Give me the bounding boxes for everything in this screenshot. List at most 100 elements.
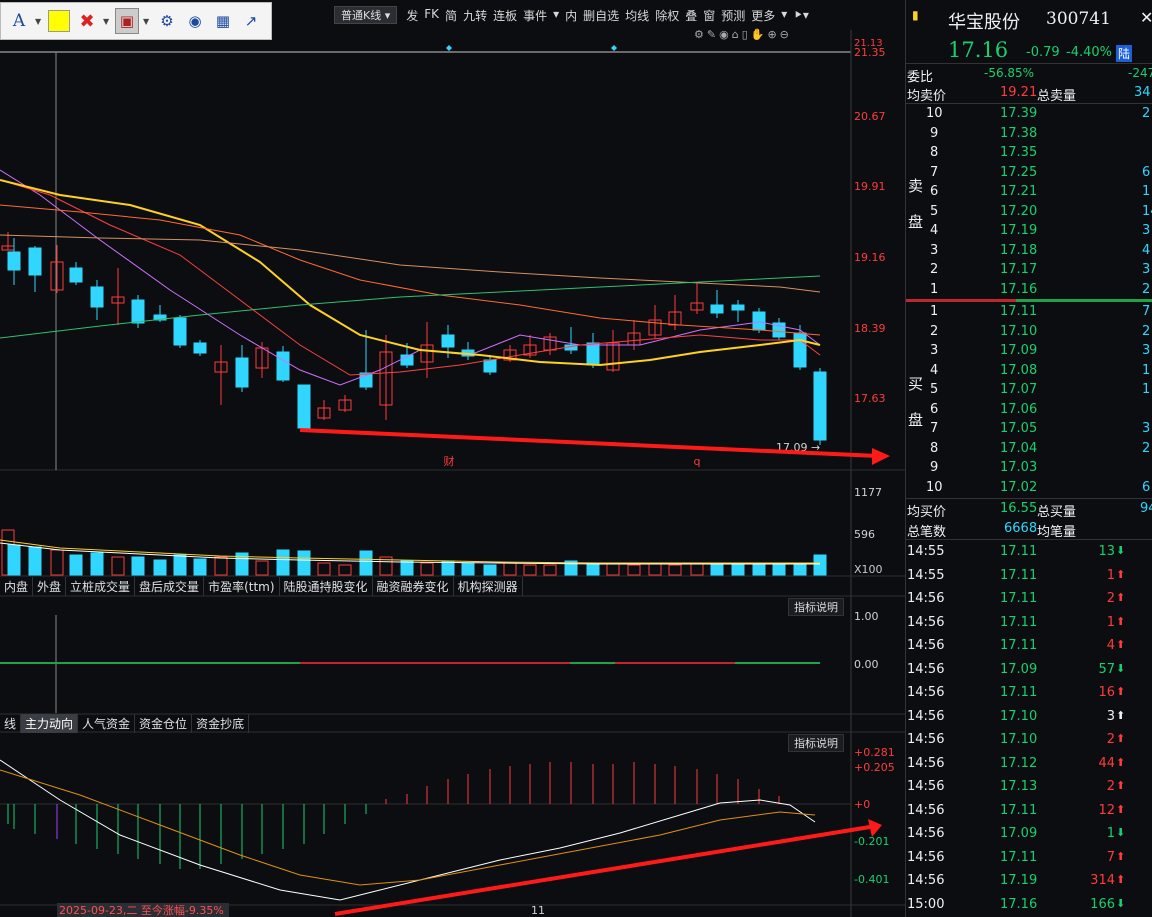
menu-item-6[interactable]: 内 xyxy=(565,8,578,23)
volume-bar xyxy=(111,556,125,576)
chevron-down-icon[interactable]: ▾ xyxy=(553,6,560,21)
tick-row: 14:56 17.11 7 ⬆ xyxy=(906,849,1152,868)
pin-icon[interactable]: ⯈▾ xyxy=(793,7,809,22)
volume-bar xyxy=(214,556,228,576)
menu-item-7[interactable]: 删自选 xyxy=(583,8,620,23)
orderbook-row[interactable]: 3 17.18 4 xyxy=(906,242,1152,261)
tick-price: 17.11 xyxy=(1000,614,1038,630)
kline-chart-area[interactable]: 21.35 20.67 19.91 19.16 18.39 17.63 21.13 财 q 17.… xyxy=(0,0,905,917)
indicator-tab-5[interactable]: 陆股通持股变化 xyxy=(280,577,373,596)
orderbook-row[interactable]: 1 17.11 7 xyxy=(906,303,1152,322)
indicator-tab-0[interactable]: 线 xyxy=(0,714,22,733)
orderbook-row[interactable]: 5 17.07 1 xyxy=(906,381,1152,400)
candle-body xyxy=(523,344,537,356)
close-icon[interactable]: ✖ xyxy=(79,10,95,32)
indicator-tab-6[interactable]: 融资融券变化 xyxy=(373,577,454,596)
orderbook-row[interactable]: 10 17.39 2 xyxy=(906,105,1152,124)
orderbook-row[interactable]: 6 17.21 1 xyxy=(906,183,1152,202)
menu-item-11[interactable]: 窗 xyxy=(703,8,716,23)
menu-item-13[interactable]: 更多 xyxy=(751,8,776,23)
volume: 3 xyxy=(1142,223,1151,238)
indicator-tab-1[interactable]: 外盘 xyxy=(33,577,67,596)
level: 1 xyxy=(930,304,939,319)
orderbook-row[interactable]: 3 17.09 3 xyxy=(906,342,1152,361)
menu-item-1[interactable]: FK xyxy=(424,6,440,21)
candle-body xyxy=(28,247,42,276)
candle-body xyxy=(297,384,311,429)
indicator-tab-1[interactable]: 主力动向 xyxy=(21,714,79,733)
color-swatch[interactable] xyxy=(47,8,71,34)
indicator-help-button-2[interactable]: 指标说明 xyxy=(788,734,844,752)
chevron-down-icon[interactable]: ▼ xyxy=(35,16,42,26)
zoom-in-icon[interactable]: ⊕ xyxy=(767,28,777,41)
tick-price: 17.16 xyxy=(1000,896,1038,912)
menu-item-3[interactable]: 九转 xyxy=(463,8,488,23)
chevron-down-icon[interactable]: ▾ xyxy=(781,6,788,21)
menu-item-9[interactable]: 除权 xyxy=(655,8,680,23)
indicator-tab-3[interactable]: 盘后成交量 xyxy=(135,577,205,596)
orderbook-row[interactable]: 9 17.03 xyxy=(906,459,1152,478)
chart-tool-icons: ⚙ ✎ ◉ ⌂ ▯ ✋ ⊕ ⊖ xyxy=(694,28,789,41)
settings-icon[interactable]: ⚙ xyxy=(694,28,704,41)
gear-icon[interactable]: ⚙ xyxy=(160,12,174,30)
chevron-down-icon[interactable]: ▼ xyxy=(103,16,110,26)
menu-item-5[interactable]: 事件 xyxy=(523,8,548,23)
orderbook-row[interactable]: 5 17.20 14 xyxy=(906,203,1152,222)
close-icon[interactable]: ✕ xyxy=(1140,8,1152,27)
indicator-tab-4[interactable]: 资金抄底 xyxy=(192,714,250,733)
orderbook-row[interactable]: 4 17.19 3 xyxy=(906,222,1152,241)
arrow-up-icon: ⬆ xyxy=(1116,802,1126,816)
eye-icon[interactable]: ◉ xyxy=(188,12,202,30)
orderbook-row[interactable]: 8 17.04 2 xyxy=(906,440,1152,459)
star-icon[interactable]: ▮ xyxy=(912,8,919,22)
orderbook-row[interactable]: 6 17.06 xyxy=(906,401,1152,420)
font-icon[interactable]: A xyxy=(12,11,26,31)
tick-price: 17.10 xyxy=(1000,708,1038,724)
period-select[interactable]: 普通K线 ▾ xyxy=(334,6,398,24)
bookmark-icon[interactable]: ▣ xyxy=(115,8,139,34)
orderbook-row[interactable]: 10 17.02 6 xyxy=(906,479,1152,498)
price-axis-label-2: 19.91 xyxy=(854,180,886,193)
grid-icon[interactable]: ▦ xyxy=(215,12,231,30)
indicator-help-button-1[interactable]: 指标说明 xyxy=(788,598,844,616)
orderbook-row[interactable]: 9 17.38 xyxy=(906,125,1152,144)
indicator-tab-4[interactable]: 市盈率(ttm) xyxy=(204,577,280,596)
volume-bar xyxy=(793,562,807,576)
trash-icon[interactable]: ▯ xyxy=(741,28,748,41)
indicator-tab-2[interactable]: 人气资金 xyxy=(78,714,136,733)
menu-item-12[interactable]: 预测 xyxy=(721,8,746,23)
lock-icon[interactable]: ⌂ xyxy=(731,28,739,41)
volume-bar xyxy=(503,562,517,576)
orderbook-row[interactable]: 7 17.25 6 xyxy=(906,164,1152,183)
indicator-tab-7[interactable]: 机构探测器 xyxy=(454,577,523,596)
menu-item-2[interactable]: 简 xyxy=(445,8,458,23)
candle-body xyxy=(793,332,807,368)
indicator-tab-3[interactable]: 资金仓位 xyxy=(135,714,193,733)
price: 17.25 xyxy=(1000,164,1038,180)
orderbook-row[interactable]: 2 17.17 3 xyxy=(906,261,1152,280)
tick-time: 14:56 xyxy=(907,849,945,865)
orderbook-row[interactable]: 7 17.05 3 xyxy=(906,420,1152,439)
orderbook-row[interactable]: 2 17.10 2 xyxy=(906,323,1152,342)
volume-bar xyxy=(69,554,83,576)
orderbook-row[interactable]: 4 17.08 1 xyxy=(906,362,1152,381)
pen-icon[interactable]: ✎ xyxy=(706,28,717,41)
tick-volume: 3 xyxy=(1106,708,1115,724)
price: 17.18 xyxy=(1000,242,1038,258)
menu-item-10[interactable]: 叠 xyxy=(685,8,698,23)
price: 17.04 xyxy=(1000,440,1038,456)
indicator-tab-2[interactable]: 立桩成交量 xyxy=(66,577,136,596)
eye-icon[interactable]: ◉ xyxy=(719,28,729,41)
indicator-tab-0[interactable]: 内盘 xyxy=(0,577,34,596)
orderbook-row[interactable]: 8 17.35 xyxy=(906,144,1152,163)
menu-item-8[interactable]: 均线 xyxy=(625,8,650,23)
x-axis-tick: 11 xyxy=(531,904,545,917)
menu-item-4[interactable]: 连板 xyxy=(493,8,518,23)
chevron-down-icon[interactable]: ▼ xyxy=(143,16,150,26)
zoom-out-icon[interactable]: ⊖ xyxy=(779,28,789,41)
orderbook-row[interactable]: 1 17.16 2 xyxy=(906,281,1152,300)
menu-item-0[interactable]: 发 xyxy=(406,8,419,23)
share-icon[interactable]: ↗ xyxy=(244,12,258,30)
hand-icon[interactable]: ✋ xyxy=(750,28,765,41)
candle-body xyxy=(276,351,290,381)
